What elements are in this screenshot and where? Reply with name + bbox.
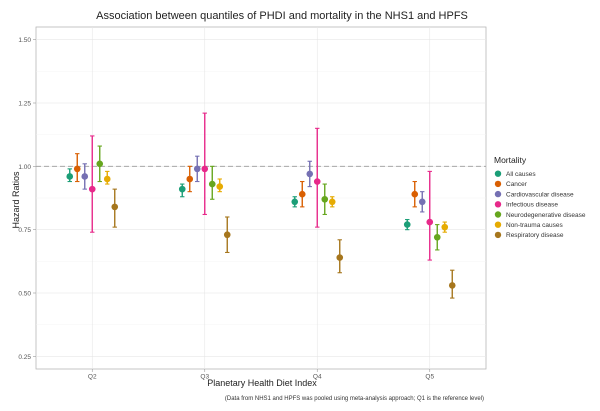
y-tick-label: 0.50 bbox=[18, 291, 31, 298]
point-neurodegenerative-disease bbox=[321, 195, 329, 203]
y-tick-label: 0.75 bbox=[18, 227, 31, 234]
point-all-causes bbox=[291, 198, 299, 206]
point-cancer bbox=[186, 175, 194, 183]
legend-key-neurodegenerative-disease bbox=[494, 211, 502, 218]
point-cardiovascular-disease bbox=[81, 173, 89, 180]
y-tick-label: 1.25 bbox=[18, 101, 31, 108]
chart-title: Association between quantiles of PHDI an… bbox=[96, 10, 468, 22]
y-tick-label: 1.50 bbox=[18, 37, 31, 44]
x-tick-label: Q2 bbox=[88, 374, 97, 381]
x-tick-label: Q3 bbox=[200, 374, 209, 381]
legend-title: Mortality bbox=[494, 155, 527, 165]
legend-label-neurodegenerative-disease: Neurodegenerative disease bbox=[506, 212, 586, 219]
legend-key-all-causes bbox=[494, 170, 502, 177]
chart-caption: (Data from NHS1 and HPFS was pooled usin… bbox=[225, 396, 484, 402]
point-non-trauma-causes bbox=[216, 183, 224, 190]
legend-label-cardiovascular-disease: Cardiovascular disease bbox=[506, 191, 574, 198]
point-neurodegenerative-disease bbox=[433, 233, 441, 241]
point-cancer bbox=[411, 190, 419, 198]
point-infectious-disease bbox=[88, 185, 96, 193]
legend-key-cancer bbox=[494, 180, 502, 188]
point-respiratory-disease bbox=[223, 231, 231, 239]
point-neurodegenerative-disease bbox=[208, 180, 216, 188]
point-cardiovascular-disease bbox=[418, 198, 426, 206]
point-all-causes bbox=[178, 185, 186, 193]
legend-label-non-trauma-causes: Non-trauma causes bbox=[506, 222, 563, 229]
legend-label-infectious-disease: Infectious disease bbox=[506, 202, 558, 209]
point-respiratory-disease bbox=[448, 282, 456, 289]
x-axis-label: Planetary Health Diet Index bbox=[207, 378, 317, 388]
x-tick-label: Q5 bbox=[425, 374, 434, 381]
legend-key-infectious-disease bbox=[494, 201, 502, 208]
point-respiratory-disease bbox=[336, 254, 344, 261]
legend-key-non-trauma-causes bbox=[494, 221, 502, 228]
point-cancer bbox=[73, 165, 81, 173]
legend-label-respiratory-disease: Respiratory disease bbox=[506, 232, 564, 239]
point-non-trauma-causes bbox=[103, 175, 111, 183]
legend-key-respiratory-disease bbox=[494, 231, 502, 239]
point-non-trauma-causes bbox=[441, 223, 449, 231]
point-cardiovascular-disease bbox=[193, 165, 201, 173]
point-infectious-disease bbox=[201, 165, 209, 173]
legend-key-cardiovascular-disease bbox=[494, 190, 502, 198]
point-non-trauma-causes bbox=[328, 198, 336, 206]
point-all-causes bbox=[66, 173, 74, 180]
legend-label-all-causes: All causes bbox=[506, 171, 536, 178]
point-all-causes bbox=[403, 221, 411, 228]
y-tick-label: 1.00 bbox=[18, 164, 31, 171]
point-respiratory-disease bbox=[111, 203, 119, 211]
point-neurodegenerative-disease bbox=[96, 160, 104, 168]
y-axis-label: Hazard Ratios bbox=[11, 171, 21, 229]
y-tick-label: 0.25 bbox=[18, 354, 31, 361]
point-cardiovascular-disease bbox=[306, 170, 314, 178]
point-infectious-disease bbox=[426, 218, 434, 226]
point-infectious-disease bbox=[313, 178, 321, 185]
x-tick-label: Q4 bbox=[313, 374, 322, 381]
legend-label-cancer: Cancer bbox=[506, 181, 528, 188]
point-cancer bbox=[298, 190, 306, 198]
